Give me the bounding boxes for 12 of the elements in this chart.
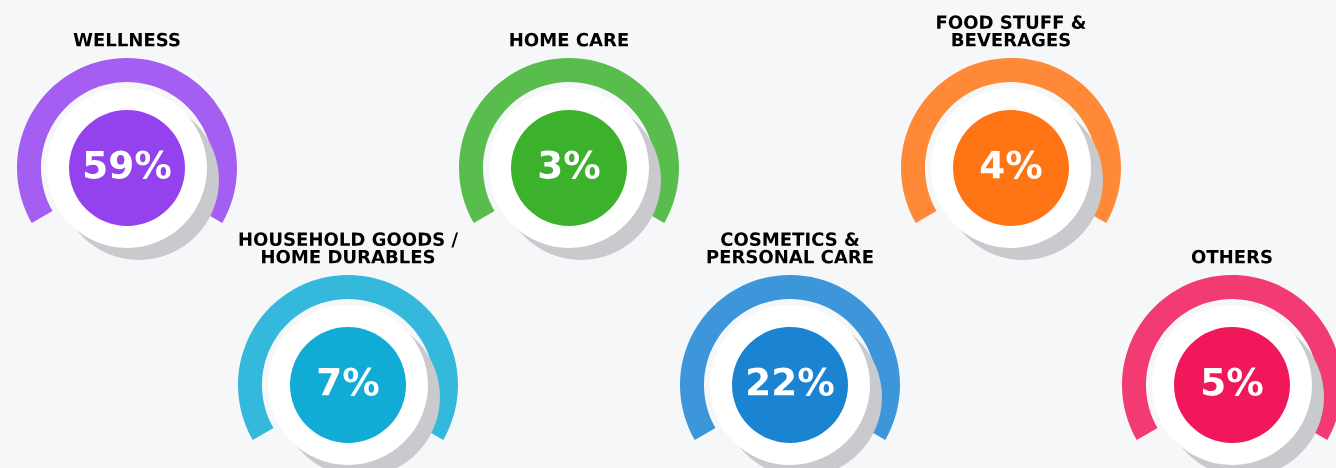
data-label: 22%: [748, 367, 834, 396]
data-label: 7%: [318, 367, 379, 396]
data-label: 4%: [980, 150, 1042, 179]
category-label: FOOD STUFF & BEVERAGES: [937, 15, 1086, 47]
data-label: 59%: [85, 150, 171, 179]
category-label: OTHERS: [1191, 249, 1272, 264]
category-label: HOME CARE: [510, 32, 628, 47]
category-label: HOUSEHOLD GOODS / HOME DURABLES: [239, 232, 459, 264]
category-label: COSMETICS & PERSONAL CARE: [707, 232, 873, 264]
category-label: WELLNESS: [73, 32, 180, 47]
data-label: 3%: [539, 150, 600, 179]
data-label: 5%: [1203, 367, 1263, 396]
